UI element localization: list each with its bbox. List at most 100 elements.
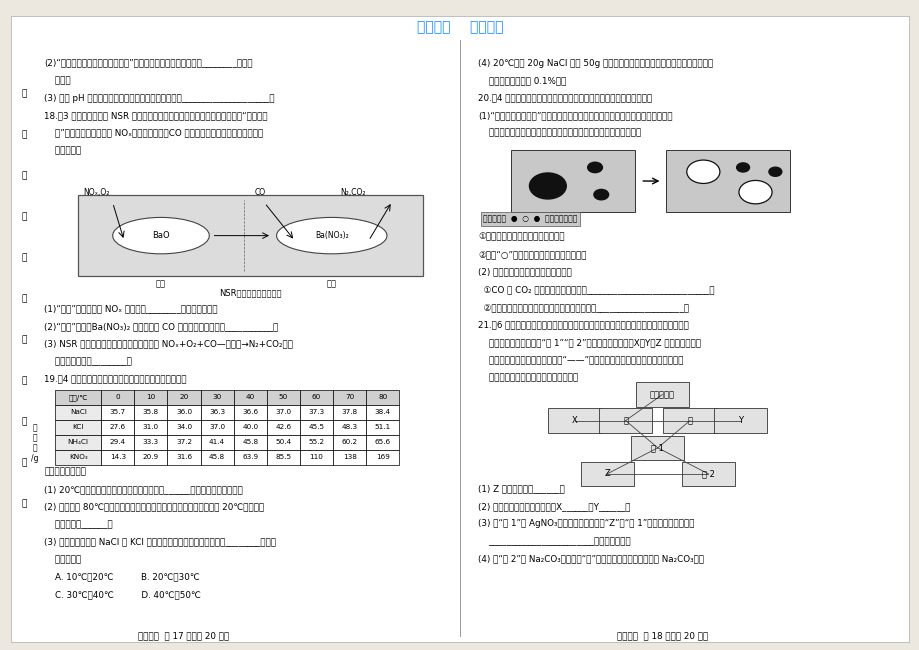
Ellipse shape bbox=[113, 218, 210, 254]
Text: 原”后可将发动机产生的 NOₓ（氮氧化物）、CO 等进行无害化处理。请按要求回答: 原”后可将发动机产生的 NOₓ（氮氧化物）、CO 等进行无害化处理。请按要求回答 bbox=[44, 129, 263, 138]
Bar bbox=[665, 150, 789, 212]
Bar bbox=[300, 390, 333, 405]
Text: 45.8: 45.8 bbox=[209, 454, 225, 460]
Text: (1) 20℃时，上述四种物质中溶解度最大的是______（填化学式，下同）。: (1) 20℃时，上述四种物质中溶解度最大的是______（填化学式，下同）。 bbox=[44, 485, 243, 494]
Text: (3) 在某温度范围内 NaCl 和 KCl 的溶解度可能相等，该温度范围是________（填字: (3) 在某温度范围内 NaCl 和 KCl 的溶解度可能相等，该温度范围是__… bbox=[44, 538, 276, 547]
Bar bbox=[333, 405, 366, 420]
Text: 之外的物质类别，物质类别间有“——”相连表示可能发生化学反应。请依据所学: 之外的物质类别，物质类别间有“——”相连表示可能发生化学反应。请依据所学 bbox=[478, 356, 683, 365]
Text: /g: /g bbox=[31, 454, 39, 463]
FancyBboxPatch shape bbox=[713, 408, 766, 433]
Text: 21.（6 分）在化学复习课上小明与同学们一起讨论交流，构建了无机物性质及转化关系: 21.（6 分）在化学复习课上小明与同学们一起讨论交流，构建了无机物性质及转化关… bbox=[478, 320, 688, 330]
Bar bbox=[200, 405, 233, 420]
Circle shape bbox=[529, 173, 566, 199]
Bar bbox=[333, 390, 366, 405]
Circle shape bbox=[768, 167, 781, 176]
Bar bbox=[267, 405, 300, 420]
Circle shape bbox=[736, 163, 749, 172]
Bar bbox=[366, 435, 399, 450]
Text: 45.5: 45.5 bbox=[308, 424, 324, 430]
Text: 储存: 储存 bbox=[156, 280, 165, 289]
Text: 初中化学知识，按要求回答下列问题：: 初中化学知识，按要求回答下列问题： bbox=[478, 373, 578, 382]
Text: (2)“一定溶质质量分数溶液的配制”实验的基本步骤包括：计算、________、装瓶: (2)“一定溶质质量分数溶液的配制”实验的基本步骤包括：计算、________、… bbox=[44, 58, 253, 68]
Ellipse shape bbox=[277, 218, 387, 254]
Text: 30: 30 bbox=[212, 395, 221, 400]
Bar bbox=[55, 390, 101, 405]
Bar bbox=[300, 405, 333, 420]
Text: 36.0: 36.0 bbox=[176, 410, 192, 415]
Text: 40: 40 bbox=[245, 395, 255, 400]
FancyBboxPatch shape bbox=[78, 195, 423, 276]
Bar bbox=[200, 420, 233, 435]
Bar bbox=[510, 150, 634, 212]
Text: 此: 此 bbox=[21, 131, 27, 140]
Text: 35.8: 35.8 bbox=[142, 410, 159, 415]
Text: ②图中“○”代表的离子是（填离子符号）。: ②图中“○”代表的离子是（填离子符号）。 bbox=[478, 250, 586, 259]
Text: 盐 2: 盐 2 bbox=[701, 469, 714, 478]
Bar bbox=[134, 405, 167, 420]
Text: 酸: 酸 bbox=[622, 416, 628, 425]
Text: C. 30℃～40℃          D. 40℃～50℃: C. 30℃～40℃ D. 40℃～50℃ bbox=[44, 590, 201, 599]
Text: 60: 60 bbox=[312, 395, 321, 400]
Text: 管中加入氯化銀溶液前后主要离子种类及数目关系变化的示意图：: 管中加入氯化銀溶液前后主要离子种类及数目关系变化的示意图： bbox=[478, 129, 641, 138]
FancyBboxPatch shape bbox=[598, 408, 652, 433]
Text: Ba(NO₃)₂: Ba(NO₃)₂ bbox=[314, 231, 348, 240]
Text: 38.4: 38.4 bbox=[374, 410, 391, 415]
Text: (2) 写出一种符合要求的化式：X______、Y______。: (2) 写出一种符合要求的化式：X______、Y______。 bbox=[478, 502, 630, 511]
Text: (3) NSR 汽车尾气处理的化学原理可表示为 NOₓ+O₂+CO—娱化剂→N₂+CO₂，该: (3) NSR 汽车尾气处理的化学原理可表示为 NOₓ+O₂+CO—娱化剂→N₂… bbox=[44, 339, 293, 348]
Text: 题: 题 bbox=[21, 417, 27, 426]
Text: 42.6: 42.6 bbox=[275, 424, 291, 430]
Text: 65.6: 65.6 bbox=[374, 439, 391, 445]
Text: 55.2: 55.2 bbox=[308, 439, 324, 445]
Bar bbox=[366, 420, 399, 435]
Text: N₂,CO₂: N₂,CO₂ bbox=[340, 188, 366, 197]
Text: 31.0: 31.0 bbox=[142, 424, 159, 430]
Text: NaCl: NaCl bbox=[70, 410, 86, 415]
Circle shape bbox=[686, 160, 720, 183]
Text: 45.8: 45.8 bbox=[242, 439, 258, 445]
Text: 51.1: 51.1 bbox=[374, 424, 391, 430]
Circle shape bbox=[594, 189, 608, 200]
Text: 体最多的是______。: 体最多的是______。 bbox=[44, 520, 113, 529]
Text: 反应的娱化剂是________。: 反应的娱化剂是________。 bbox=[44, 357, 132, 366]
Bar bbox=[267, 450, 300, 465]
Text: NSR汽车尾气处理流程图: NSR汽车尾气处理流程图 bbox=[220, 288, 281, 297]
Bar bbox=[333, 435, 366, 450]
Text: 34.0: 34.0 bbox=[176, 424, 192, 430]
Bar bbox=[55, 405, 101, 420]
Text: 母序号）。: 母序号）。 bbox=[44, 555, 81, 564]
Bar bbox=[300, 420, 333, 435]
Text: 图（如图所示）。图中“盐 1”“盐 2”表示两种不同的盐，X、Y、Z 是除酸、碱、盐: 图（如图所示）。图中“盐 1”“盐 2”表示两种不同的盐，X、Y、Z 是除酸、碱… bbox=[478, 338, 701, 347]
Text: (3) 利用 pH 试纸棆验溶液的酸碱性，正确的操作应是____________________。: (3) 利用 pH 试纸棆验溶液的酸碱性，正确的操作应是____________… bbox=[44, 94, 275, 103]
FancyBboxPatch shape bbox=[681, 462, 734, 486]
Text: 碱: 碱 bbox=[686, 416, 692, 425]
Text: 效: 效 bbox=[21, 499, 27, 508]
Text: 保存。: 保存。 bbox=[44, 76, 71, 85]
Text: KCl: KCl bbox=[73, 424, 84, 430]
Bar bbox=[267, 390, 300, 405]
Text: 溶: 溶 bbox=[32, 423, 38, 432]
Bar bbox=[167, 390, 200, 405]
Bar bbox=[167, 405, 200, 420]
Text: 20.（4 分）化学知识蕋含着丰富的化学思想。请根据要求回答列问题：: 20.（4 分）化学知识蕋含着丰富的化学思想。请根据要求回答列问题： bbox=[478, 94, 652, 103]
Text: 48.3: 48.3 bbox=[341, 424, 357, 430]
Text: NOₓ,O₂: NOₓ,O₂ bbox=[83, 188, 109, 197]
Bar bbox=[300, 450, 333, 465]
Text: Y: Y bbox=[737, 416, 743, 425]
Text: 70: 70 bbox=[345, 395, 354, 400]
Text: Z: Z bbox=[604, 469, 609, 478]
Text: 在: 在 bbox=[21, 90, 27, 99]
Text: (1) Z 的物质类别是______。: (1) Z 的物质类别是______。 bbox=[478, 484, 564, 493]
Bar bbox=[134, 435, 167, 450]
Text: 下列问题：: 下列问题： bbox=[44, 146, 81, 155]
Text: 33.3: 33.3 bbox=[142, 439, 159, 445]
Bar bbox=[55, 420, 101, 435]
Bar bbox=[233, 390, 267, 405]
Text: 温度/℃: 温度/℃ bbox=[68, 394, 88, 401]
Text: 18.（3 分）如图所示为 NSR 汽车尾气处理流程示意图。利用该技术，先后经“储存、还: 18.（3 分）如图所示为 NSR 汽车尾气处理流程示意图。利用该技术，先后经“… bbox=[44, 111, 267, 120]
Bar bbox=[200, 435, 233, 450]
Bar bbox=[101, 420, 134, 435]
Bar bbox=[55, 450, 101, 465]
Text: NH₄Cl: NH₄Cl bbox=[68, 439, 88, 445]
Text: 10: 10 bbox=[146, 395, 155, 400]
Bar bbox=[333, 420, 366, 435]
